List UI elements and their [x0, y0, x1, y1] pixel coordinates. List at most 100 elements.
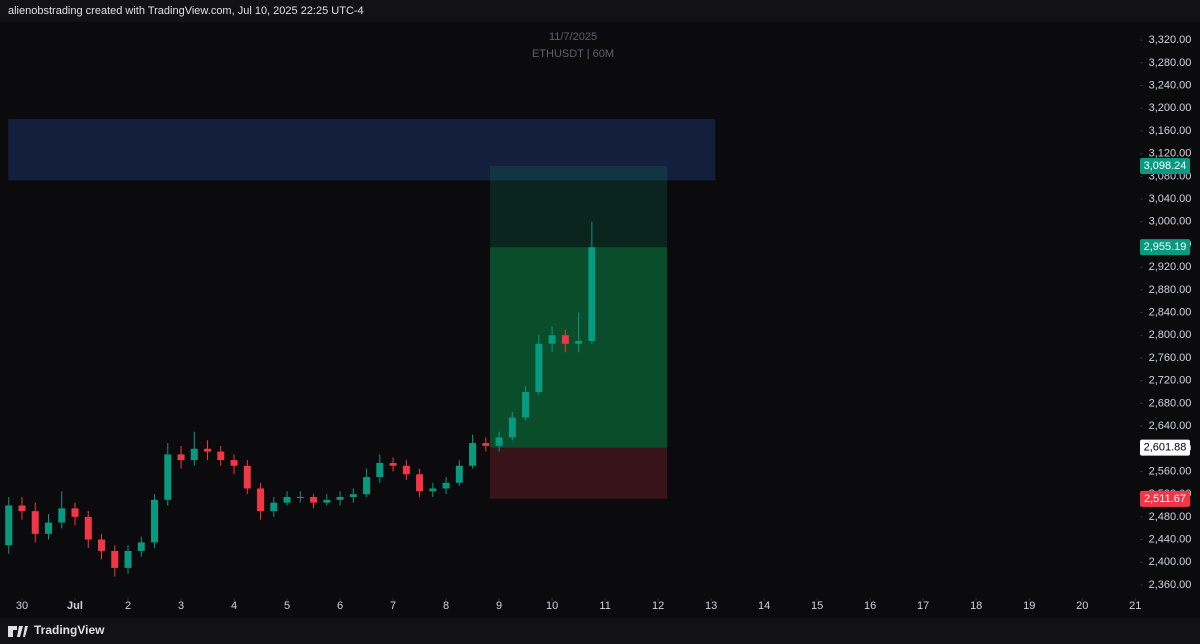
- x-tick-label: 2: [125, 600, 131, 612]
- candle-body: [575, 340, 583, 344]
- price-label: 2,511.67: [1144, 493, 1186, 505]
- candle-body: [402, 465, 410, 475]
- y-tick-label: 3,160.00: [1149, 125, 1192, 137]
- candle-body: [84, 516, 92, 540]
- y-tick-label: 2,560.00: [1149, 465, 1192, 477]
- candle-body: [535, 343, 543, 393]
- candle-body: [296, 496, 304, 498]
- y-tick-label: 2,800.00: [1149, 329, 1192, 341]
- x-tick-label: 8: [443, 600, 449, 612]
- x-tick-label: 5: [284, 600, 290, 612]
- footer-brand: TradingView: [34, 623, 105, 637]
- x-tick-label: 10: [546, 600, 558, 612]
- candle-body: [323, 499, 331, 503]
- x-tick-label: 15: [811, 600, 823, 612]
- candle-body: [376, 462, 384, 478]
- x-tick-label: 16: [864, 600, 876, 612]
- candle-body: [482, 443, 490, 446]
- price-label: 3,098.24: [1144, 160, 1187, 172]
- candle-body: [98, 539, 106, 551]
- candle-body: [495, 437, 503, 446]
- candle-body: [508, 417, 516, 438]
- candle-body: [310, 496, 318, 503]
- header-bar: [0, 0, 1200, 22]
- candle-body: [164, 454, 172, 500]
- candle-body: [18, 505, 26, 512]
- candle-body: [5, 505, 13, 546]
- y-tick-label: 3,040.00: [1149, 193, 1192, 205]
- candle-body: [177, 454, 185, 461]
- price-label: 2,955.19: [1144, 241, 1187, 253]
- candle-body: [257, 488, 265, 512]
- candle-body: [548, 335, 556, 344]
- x-tick-label: 18: [970, 600, 982, 612]
- x-tick-label: 20: [1076, 600, 1088, 612]
- candle-body: [58, 508, 66, 523]
- x-tick-label: 17: [917, 600, 929, 612]
- candle-body: [124, 550, 132, 568]
- candle-body: [389, 462, 397, 466]
- y-tick-label: 2,360.00: [1149, 579, 1192, 591]
- candle-body: [363, 477, 371, 495]
- x-tick-label: 12: [652, 600, 664, 612]
- candle-body: [71, 508, 79, 517]
- y-tick-label: 2,640.00: [1149, 420, 1192, 432]
- y-tick-label: 2,920.00: [1149, 261, 1192, 273]
- y-tick-label: 3,240.00: [1149, 79, 1192, 91]
- x-tick-label: 30: [16, 600, 28, 612]
- candle-body: [230, 460, 238, 466]
- candle-body: [455, 465, 463, 483]
- y-tick-label: 2,760.00: [1149, 352, 1192, 364]
- logo: [8, 626, 28, 637]
- x-tick-label: 9: [496, 600, 502, 612]
- candle-body: [137, 542, 145, 551]
- candle-body: [204, 448, 212, 452]
- candle-body: [270, 502, 278, 512]
- zone: [490, 447, 668, 499]
- x-tick-label: 21: [1129, 600, 1141, 612]
- y-tick-label: 3,280.00: [1149, 57, 1192, 69]
- price-label-box: [1140, 490, 1190, 507]
- y-tick-label: 2,720.00: [1149, 375, 1192, 387]
- candle-body: [243, 465, 251, 489]
- y-tick-label: 3,320.00: [1149, 34, 1192, 46]
- price-label-box: [1140, 439, 1190, 456]
- y-tick-label: 2,880.00: [1149, 284, 1192, 296]
- y-tick-label: 2,400.00: [1149, 556, 1192, 568]
- candle-body: [469, 443, 477, 466]
- zone: [490, 166, 668, 448]
- candle-body: [151, 499, 159, 543]
- x-tick-label: 14: [758, 600, 770, 612]
- candle-body: [442, 482, 450, 489]
- x-tick-label: Jul: [67, 600, 83, 612]
- y-tick-label: 3,120.00: [1149, 148, 1192, 160]
- y-tick-label: 3,200.00: [1149, 102, 1192, 114]
- candle-body: [217, 451, 225, 461]
- price-label-box: [1140, 239, 1190, 256]
- x-tick-label: 3: [178, 600, 184, 612]
- y-tick-label: 2,840.00: [1149, 306, 1192, 318]
- x-tick-label: 11: [599, 600, 610, 612]
- candle-body: [588, 247, 596, 341]
- candle-body: [336, 496, 344, 500]
- x-tick-label: 6: [337, 600, 343, 612]
- chart-title: 11/7/2025: [549, 31, 597, 43]
- chart-subtitle: ETHUSDT | 60M: [532, 48, 614, 60]
- candle-body: [522, 392, 530, 418]
- candle-body: [416, 474, 424, 492]
- candle-body: [429, 488, 437, 492]
- x-tick-label: 19: [1023, 600, 1035, 612]
- candle-body: [349, 494, 357, 497]
- y-tick-label: 2,440.00: [1149, 533, 1192, 545]
- y-tick-label: 2,480.00: [1149, 511, 1192, 523]
- header-text: alienobstrading created with TradingView…: [8, 5, 364, 17]
- zone: [8, 119, 716, 181]
- footer-bar: [0, 618, 1200, 644]
- candle-body: [111, 550, 119, 568]
- candle-body: [190, 448, 198, 461]
- price-label: 2,601.88: [1144, 442, 1187, 454]
- candle-body: [45, 522, 53, 534]
